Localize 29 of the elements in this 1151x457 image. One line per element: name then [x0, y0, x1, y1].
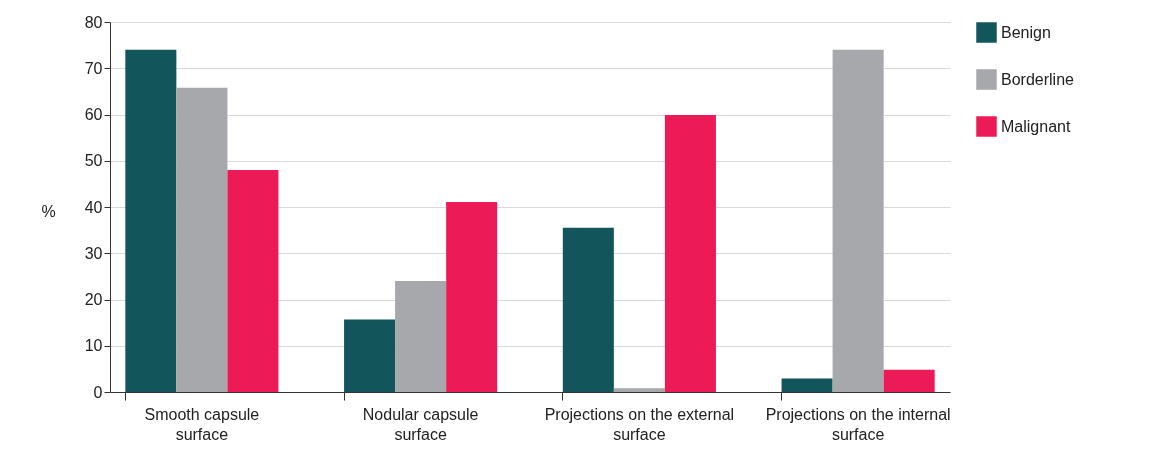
y-tick-label: 70 — [84, 59, 103, 77]
y-tick-label: 20 — [84, 291, 103, 308]
y-tick-label: 80 — [84, 13, 103, 31]
x-tick-label: Smooth capsule surface — [144, 405, 260, 443]
bar — [883, 369, 935, 392]
y-axis-title: % — [41, 203, 56, 220]
bar — [227, 170, 279, 392]
x-tick-label: Projections on the external surface — [544, 405, 735, 443]
bar — [664, 114, 716, 392]
bar — [562, 227, 614, 392]
x-tick-label: Nodular capsule surface — [362, 405, 479, 443]
bar — [613, 388, 665, 392]
y-tick-label: 30 — [84, 244, 103, 262]
bar — [395, 281, 447, 392]
y-tick-label: 40 — [84, 198, 103, 216]
x-tick-label: Projections on the internal surface — [765, 405, 951, 443]
bar — [832, 49, 884, 392]
legend-label: Malignant — [1001, 117, 1071, 135]
y-tick-label: 10 — [84, 337, 103, 355]
y-tick-label: 60 — [84, 106, 103, 123]
bar — [781, 378, 833, 392]
bar — [446, 201, 498, 392]
y-tick-label: 50 — [84, 152, 103, 170]
bar — [125, 49, 177, 392]
bar — [344, 319, 396, 392]
y-tick-label: 0 — [93, 383, 103, 401]
legend-label: Benign — [1001, 23, 1051, 41]
legend-label: Borderline — [1001, 70, 1075, 88]
bar — [176, 87, 228, 392]
